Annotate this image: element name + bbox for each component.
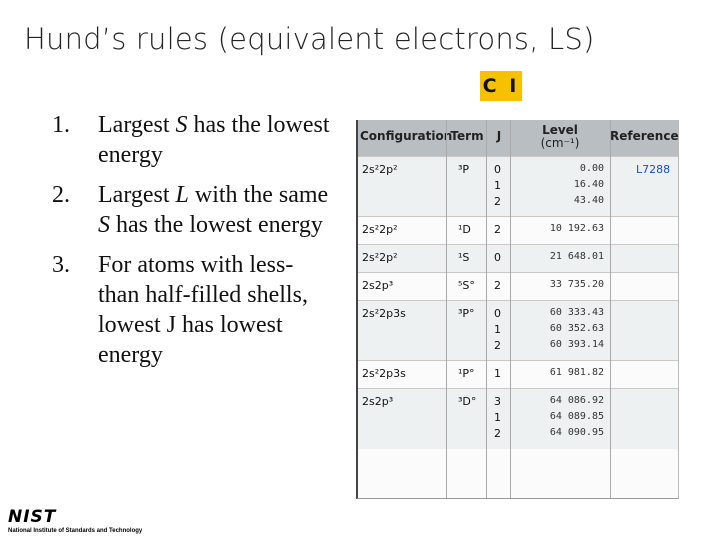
header-level: Level (cm⁻¹) (540, 123, 580, 150)
level-value-cell: 21 648.01 (549, 251, 604, 262)
rule-number: 1. (52, 112, 70, 138)
header-j: J (496, 129, 502, 143)
term-cell: ¹D (458, 223, 471, 236)
j-value-cell: 3 (494, 395, 501, 408)
j-value-cell: 2 (494, 223, 501, 236)
column-divider (610, 120, 611, 498)
level-value-cell: 60 333.43 (549, 307, 604, 318)
configuration-cell: 2s2p³ (362, 279, 394, 292)
nist-logo: NIST National Institute of Standards and… (8, 508, 142, 534)
level-value-cell: 33 735.20 (549, 279, 604, 290)
level-value-cell: 64 086.92 (549, 395, 604, 406)
j-value-cell: 1 (494, 323, 501, 336)
configuration-cell: 2s2p³ (362, 395, 394, 408)
table-header-row: Configuration Term J Level (cm⁻¹) Refere… (358, 120, 679, 156)
column-divider (510, 120, 511, 498)
term-cell: ³P (458, 163, 470, 176)
j-value-cell: 1 (494, 179, 501, 192)
header-reference: Reference (610, 129, 679, 143)
j-value-cell: 0 (494, 251, 501, 264)
term-cell: ⁵S° (458, 279, 475, 292)
j-value-cell: 0 (494, 163, 501, 176)
rule-text: Largest S has the lowest energy (98, 112, 330, 168)
term-cell: ¹P° (458, 367, 475, 380)
rule-item-1: 1. Largest S has the lowest energy (52, 110, 332, 170)
column-divider (486, 120, 487, 498)
term-cell: ¹S (458, 251, 470, 264)
configuration-cell: 2s²2p² (362, 251, 398, 264)
table-row: 2s²2p3s ³P° 0 60 333.43 1 60 352.63 2 60 393.14 (358, 300, 678, 361)
level-value-cell: 64 089.85 (549, 411, 604, 422)
level-value-cell: 61 981.82 (549, 367, 604, 378)
configuration-cell: 2s²2p² (362, 163, 398, 176)
table-row: 2s²2p² ¹D 2 10 192.63 (358, 216, 678, 245)
configuration-cell: 2s²2p² (362, 223, 398, 236)
rule-number: 2. (52, 182, 70, 208)
table-row: 2s²2p² ¹S 0 21 648.01 (358, 244, 678, 273)
j-value-cell: 2 (494, 339, 501, 352)
nist-logo-subtitle: National Institute of Standards and Tech… (8, 528, 143, 534)
reference-link[interactable]: L7288 (636, 163, 671, 176)
rule-text: Largest L with the same S has the lowest… (98, 182, 329, 238)
j-value-cell: 2 (494, 195, 501, 208)
energy-level-table: Configuration Term J Level (cm⁻¹) Refere… (356, 120, 679, 499)
j-value-cell: 0 (494, 307, 501, 320)
slide-title: Hund’s rules (equivalent electrons, LS) (24, 22, 595, 56)
level-value-cell: 43.40 (573, 195, 604, 206)
level-value-cell: 64 090.95 (549, 427, 604, 438)
configuration-cell: 2s²2p3s (362, 307, 406, 320)
element-badge: C I (480, 71, 522, 101)
level-value-cell: 10 192.63 (549, 223, 604, 234)
header-term: Term (450, 129, 484, 143)
table-row: 2s²2p3s ¹P° 1 61 981.82 (358, 360, 678, 389)
j-value-cell: 1 (494, 367, 501, 380)
table-row: 2s2p³ ³D° 3 64 086.92 1 64 089.85 2 64 090.95 (358, 388, 678, 449)
configuration-cell: 2s²2p3s (362, 367, 406, 380)
table-row: 2s²2p² ³P 0 0.00 1 16.40 2 43.40 L7288 (358, 156, 678, 217)
hund-rules-list: 1. Largest S has the lowest energy 2. La… (52, 110, 332, 380)
rule-item-2: 2. Largest L with the same S has the low… (52, 180, 332, 240)
level-value-cell: 60 352.63 (549, 323, 604, 334)
nist-logo-wordmark: NIST (8, 507, 57, 527)
header-configuration: Configuration (360, 129, 453, 143)
term-cell: ³P° (458, 307, 475, 320)
j-value-cell: 2 (494, 427, 501, 440)
rule-text: For atoms with less-than half-filled she… (98, 252, 308, 368)
j-value-cell: 2 (494, 279, 501, 292)
level-value-cell: 60 393.14 (549, 339, 604, 350)
table-row: 2s2p³ ⁵S° 2 33 735.20 (358, 272, 678, 301)
level-value-cell: 16.40 (573, 179, 604, 190)
j-value-cell: 1 (494, 411, 501, 424)
rule-item-3: 3. For atoms with less-than half-filled … (52, 250, 332, 370)
level-value-cell: 0.00 (579, 163, 604, 174)
term-cell: ³D° (458, 395, 477, 408)
rule-number: 3. (52, 252, 70, 278)
column-divider (446, 120, 447, 498)
